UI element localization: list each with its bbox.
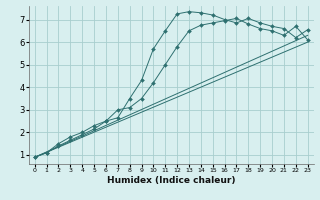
X-axis label: Humidex (Indice chaleur): Humidex (Indice chaleur) bbox=[107, 176, 236, 185]
